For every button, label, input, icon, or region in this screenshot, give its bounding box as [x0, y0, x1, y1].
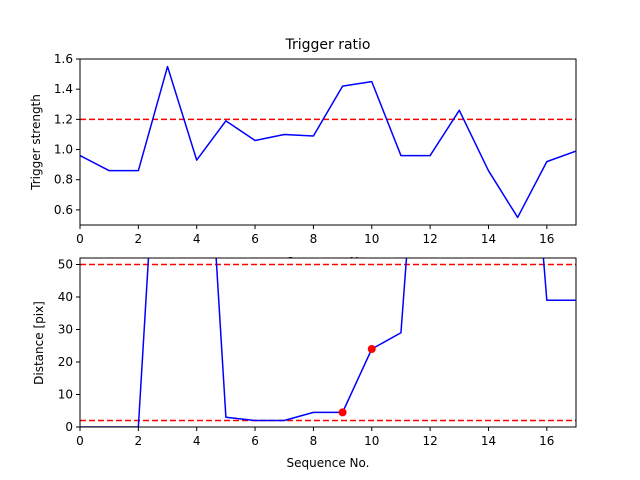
bottom-y-tick-label-4: 40: [58, 290, 73, 304]
top-ticks: 0 2 4 6 8 10 12 14 16 0.6 0.8 1.0 1.2 1.4 1.6: [54, 52, 555, 246]
top-x-tick-label-1: 2: [135, 232, 143, 246]
top-x-tick-label-8: 16: [539, 232, 554, 246]
bottom-y-tick-label-1: 10: [58, 388, 73, 402]
bottom-chart: 0 2 4 6 8 10 12 14 16 0 10 20 30 40 50 Sequence No. Di…: [32, 257, 577, 470]
top-chart-title: Trigger ratio: [284, 37, 370, 53]
bottom-axes-background: [80, 258, 576, 427]
bottom-x-tick-label-5: 10: [364, 434, 379, 448]
bottom-x-tick-label-7: 14: [481, 434, 496, 448]
top-plot-area: [80, 65, 576, 219]
bottom-x-axis-label: Sequence No.: [287, 456, 370, 470]
top-x-tick-label-2: 4: [193, 232, 201, 246]
bottom-x-tick-label-6: 12: [422, 434, 437, 448]
bottom-x-tick-label-2: 4: [193, 434, 201, 448]
bottom-y-tick-label-2: 20: [58, 355, 73, 369]
top-y-tick-label-4: 1.4: [54, 82, 73, 96]
top-y-tick-label-2: 1.0: [54, 143, 73, 157]
bottom-highlight-point-1: [367, 345, 376, 353]
bottom-y-tick-label-0: 0: [65, 420, 73, 434]
top-x-tick-label-6: 12: [422, 232, 437, 246]
bottom-plot-area: [80, 258, 576, 427]
top-y-tick-label-1: 0.8: [54, 173, 73, 187]
bottom-y-axis-label: Distance [pix]: [32, 301, 46, 385]
top-y-axis-label: Trigger strength: [29, 94, 43, 191]
top-x-tick-label-0: 0: [76, 232, 84, 246]
top-x-tick-label-5: 10: [364, 232, 379, 246]
top-x-tick-label-3: 6: [251, 232, 259, 246]
bottom-ticks: 0 2 4 6 8 10 12 14 16 0 10 20 30 40 50: [58, 258, 555, 449]
bottom-x-tick-label-4: 8: [310, 434, 318, 448]
bottom-x-tick-label-0: 0: [76, 434, 84, 448]
bottom-axes-frame: [79, 257, 577, 428]
bottom-y-tick-label-5: 50: [58, 258, 73, 272]
top-axes-frame: [79, 58, 577, 226]
top-x-tick-label-7: 14: [481, 232, 496, 246]
top-y-tick-label-0: 0.6: [54, 203, 73, 217]
bottom-x-tick-label-1: 2: [135, 434, 143, 448]
top-chart: Trigger ratio 0 2 4 6 8 10 12 14 16 0.6 0.8 1.0 1.2 1…: [29, 37, 577, 269]
top-x-tick-label-4: 8: [310, 232, 318, 246]
bottom-x-tick-label-3: 6: [251, 434, 259, 448]
bottom-y-tick-label-3: 30: [58, 323, 73, 337]
bottom-highlight-point-0: [338, 408, 347, 417]
bottom-x-tick-label-8: 16: [539, 434, 554, 448]
top-y-tick-label-3: 1.2: [54, 112, 73, 126]
top-series-line-0: [80, 65, 576, 219]
bottom-series-line-0: [80, 258, 576, 427]
top-y-tick-label-5: 1.6: [54, 52, 73, 66]
